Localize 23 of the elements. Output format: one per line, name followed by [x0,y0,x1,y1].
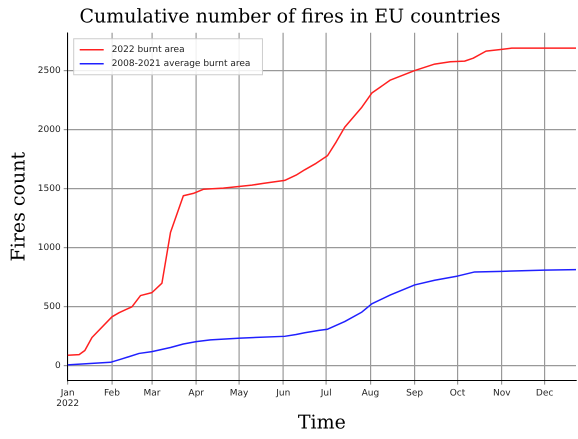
x-axis-title: Time [298,412,346,434]
x-tick-label: Mar [143,388,161,398]
y-tick-label: 1000 [38,243,61,254]
x-tick-label: Oct [450,388,466,398]
y-tick-label: 0 [54,361,61,372]
x-tick-label: Aug [362,388,380,398]
x-tick-label: Apr [188,388,204,398]
legend-label: 2008-2021 average burnt area [112,59,250,70]
y-tick-label: 2500 [38,66,61,76]
x-tick-label: Jul [320,388,332,398]
x-tick-label: Sep [406,388,424,398]
x-tick-label: Feb [104,388,120,398]
x-tick-label: Nov [492,388,512,398]
y-tick-label: 2000 [38,124,61,135]
y-tick-label: 1500 [38,184,61,194]
x-tick-label: Jan 2022 [56,388,80,410]
chart-title: Cumulative number of fires in EU countries [79,5,501,28]
x-tick-label: May [230,388,250,398]
y-tick-label: 500 [44,302,61,312]
y-axis-title: Fires count [7,152,30,262]
x-tick-label: Dec [536,388,554,398]
legend-label: 2022 burnt area [112,45,185,56]
x-tick-label: Jun [275,388,290,398]
